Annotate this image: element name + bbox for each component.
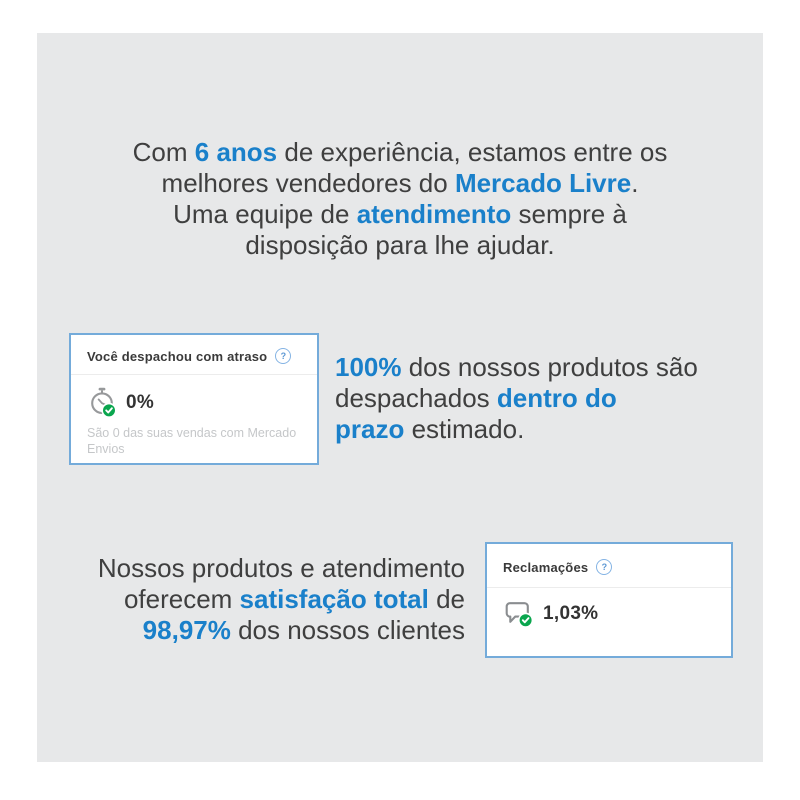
text-segment: estimado. <box>404 414 525 444</box>
divider <box>487 587 731 588</box>
stopwatch-check-icon <box>87 387 117 418</box>
highlighted-text-segment: 6 anos <box>194 137 278 167</box>
claims-card-header: Reclamações ? <box>487 544 731 587</box>
text-segment: de <box>428 584 465 614</box>
text-line: Nossos produtos e atendimento <box>45 553 465 584</box>
intro-paragraph: Com 6 anos de experiência, estamos entre… <box>37 137 763 261</box>
question-circle-icon[interactable]: ? <box>275 348 292 364</box>
shipping-card-body: 0% São 0 das suas vendas com Mercado Env… <box>71 375 317 457</box>
highlighted-text-segment: prazo <box>335 414 405 444</box>
text-segment: melhores vendedores do <box>161 168 455 198</box>
dispatch-paragraph: 100% dos nossos produtos são despachados … <box>335 352 735 445</box>
text-segment: disposição para lhe ajudar. <box>245 230 555 260</box>
text-segment: oferecem <box>123 584 240 614</box>
late-dispatch-value: 0% <box>126 391 155 413</box>
claims-card-body: 1,03% <box>487 588 731 628</box>
text-segment: dos nossos clientes <box>230 615 465 645</box>
highlighted-text-segment: atendimento <box>356 199 512 229</box>
text-segment: sempre à <box>511 199 627 229</box>
text-segment: Com <box>132 137 195 167</box>
text-line: 98,97% dos nossos clientes <box>45 615 465 646</box>
claims-rate-value: 1,03% <box>543 603 599 624</box>
shipping-metric-row: 0% <box>87 387 301 418</box>
text-segment: de experiência, estamos entre os <box>277 137 668 167</box>
question-circle-icon[interactable]: ? <box>596 559 613 575</box>
shipping-card-title: Você despachou com atraso <box>87 348 268 364</box>
text-line: despachados dentro do <box>335 383 735 414</box>
text-line: Uma equipe de atendimento sempre à <box>37 199 763 230</box>
claims-metric-card: Reclamações ? 1,03% <box>485 542 733 658</box>
text-segment: . <box>631 168 639 198</box>
text-segment: despachados <box>335 383 497 413</box>
text-segment: dos nossos produtos são <box>401 352 698 382</box>
text-line: disposição para lhe ajudar. <box>37 230 763 261</box>
shipping-card-header: Você despachou com atraso ? <box>71 335 317 374</box>
text-line: prazo estimado. <box>335 414 735 445</box>
satisfaction-paragraph: Nossos produtos e atendimento oferecem sa… <box>45 553 465 646</box>
highlighted-text-segment: 98,97% <box>142 615 231 645</box>
text-segment: Nossos produtos e atendimento <box>97 553 465 583</box>
text-segment: Uma equipe de <box>173 199 357 229</box>
highlighted-text-segment: Mercado Livre <box>454 168 632 198</box>
divider <box>71 374 317 375</box>
claims-metric-row: 1,03% <box>503 600 715 628</box>
highlighted-text-segment: 100% <box>335 352 402 382</box>
speech-bubble-check-icon <box>503 600 534 628</box>
shipping-metric-card: Você despachou com atraso ? <box>69 333 319 465</box>
text-line: melhores vendedores do Mercado Livre. <box>37 168 763 199</box>
claims-card-title: Reclamações <box>503 559 589 575</box>
highlighted-text-segment: dentro do <box>496 383 617 413</box>
text-line: 100% dos nossos produtos são <box>335 352 735 383</box>
shipping-card-caption: São 0 das suas vendas com Mercado Envios <box>87 426 297 456</box>
text-line: oferecem satisfação total de <box>45 584 465 615</box>
highlighted-text-segment: satisfação total <box>239 584 429 614</box>
content-panel: Com 6 anos de experiência, estamos entre… <box>37 33 763 762</box>
text-line: Com 6 anos de experiência, estamos entre… <box>37 137 763 168</box>
